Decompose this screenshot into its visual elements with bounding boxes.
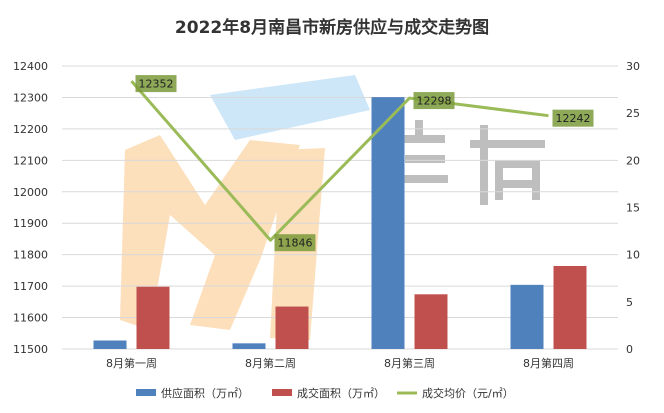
price-data-label-box [135, 75, 177, 93]
deal-bar [553, 265, 587, 349]
category-label: 8月第四周 [523, 356, 574, 370]
legend-label: 成交面积（万㎡） [297, 386, 385, 400]
right-tick-label: 0 [626, 343, 633, 356]
chart-title: 2022年8月南昌市新房供应与成交走势图 [175, 17, 489, 38]
left-tick-label: 12100 [13, 154, 48, 167]
left-tick-label: 12000 [13, 186, 48, 199]
legend-label: 成交均价（元/㎡） [422, 386, 514, 400]
price-data-label-box [552, 109, 594, 127]
deal-bar [275, 306, 309, 349]
legend-deal: 成交面积（万㎡） [272, 386, 385, 400]
left-tick-label: 12400 [13, 60, 48, 73]
left-tick-label: 11500 [13, 343, 48, 356]
bars [93, 97, 587, 349]
right-tick-label: 30 [626, 60, 640, 73]
category-label: 8月第二周 [245, 356, 296, 370]
price-data-label: 12298 [413, 92, 455, 110]
left-tick-label: 12300 [13, 91, 48, 104]
supply-bar [93, 340, 127, 349]
category-label: 8月第三周 [384, 356, 435, 370]
left-axis: 11500 11600 11700 11800 11900 12000 12100 12200… [13, 60, 48, 356]
left-tick-label: 11700 [13, 280, 48, 293]
price-data-label: 12352 [135, 75, 177, 93]
price-data-label-text: 12298 [417, 95, 452, 108]
right-axis: 0 5 10 15 20 25 30 [626, 60, 640, 356]
deal-bar [136, 286, 170, 349]
right-tick-label: 20 [626, 154, 640, 167]
supply-bar [232, 343, 266, 349]
right-tick-label: 10 [626, 249, 640, 262]
supply-bar [510, 284, 544, 349]
left-tick-label: 12200 [13, 123, 48, 136]
legend-price: 成交均价（元/㎡） [397, 386, 514, 400]
supply-bar [371, 97, 405, 349]
left-tick-label: 11800 [13, 249, 48, 262]
price-data-label-text: 12242 [556, 112, 591, 125]
legend-label: 供应面积（万㎡） [161, 386, 249, 400]
price-data-label-box [413, 92, 455, 110]
deal-bar [414, 294, 448, 349]
price-data-label-text: 11846 [278, 237, 313, 250]
right-tick-label: 5 [626, 296, 633, 309]
price-line: 12352 11846 12298 12242 [130, 75, 594, 252]
left-tick-label: 11600 [13, 312, 48, 325]
legend: 供应面积（万㎡） 成交面积（万㎡） 成交均价（元/㎡） [136, 386, 514, 400]
price-data-label-text: 12352 [139, 78, 174, 91]
right-tick-label: 15 [626, 202, 640, 215]
price-data-label: 11846 [274, 234, 316, 252]
category-axis: 8月第一周 8月第二周 8月第三周 8月第四周 [106, 356, 574, 370]
price-line-path [130, 80, 549, 242]
category-label: 8月第一周 [106, 356, 157, 370]
grid-lines [62, 65, 618, 350]
price-data-label-box [274, 234, 316, 252]
price-data-label: 12242 [552, 109, 594, 127]
left-tick-label: 11900 [13, 217, 48, 230]
legend-supply: 供应面积（万㎡） [136, 386, 249, 400]
right-tick-label: 25 [626, 107, 640, 120]
legend-swatch [136, 389, 156, 396]
legend-swatch [272, 389, 292, 396]
